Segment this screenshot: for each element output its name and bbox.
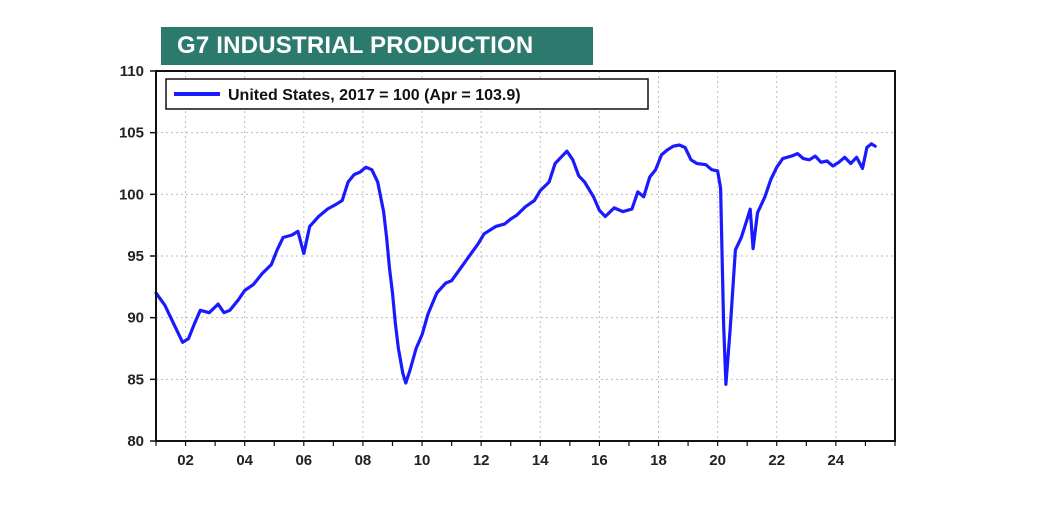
x-tick-label: 10 xyxy=(414,452,431,469)
legend: United States, 2017 = 100 (Apr = 103.9) xyxy=(165,78,649,110)
series-line-united-states xyxy=(154,142,877,386)
x-tick-label: 02 xyxy=(177,452,194,469)
legend-label: United States, 2017 = 100 (Apr = 103.9) xyxy=(228,87,521,104)
x-tick-label: 16 xyxy=(591,452,608,469)
x-tick-label: 20 xyxy=(709,452,726,469)
y-tick-label: 110 xyxy=(120,63,144,80)
series-layer xyxy=(154,142,877,386)
plot-frame xyxy=(155,70,896,442)
y-tick-label: 80 xyxy=(127,433,144,450)
y-tick-label: 85 xyxy=(127,371,144,388)
x-tick-label: 24 xyxy=(828,452,845,469)
x-tick-label: 08 xyxy=(355,452,372,469)
gridlines xyxy=(156,71,895,441)
x-tick-label: 18 xyxy=(650,452,667,469)
x-tick-label: 04 xyxy=(236,452,253,469)
y-tick-label: 100 xyxy=(119,186,144,203)
x-tick-label: 22 xyxy=(768,452,785,469)
x-tick-label: 14 xyxy=(532,452,549,469)
x-tick-label: 12 xyxy=(473,452,490,469)
y-tick-label: 90 xyxy=(127,310,144,327)
y-tick-label: 95 xyxy=(127,248,144,265)
axis-ticks: 80 85 90 95 100 105 110 02 04 06 08 10 12 14 16 18 20 22 2… xyxy=(119,63,896,469)
x-tick-label: 06 xyxy=(295,452,312,469)
y-tick-label: 105 xyxy=(119,125,144,142)
chart-title: G7 INDUSTRIAL PRODUCTION xyxy=(161,27,593,65)
legend-box xyxy=(165,78,649,110)
